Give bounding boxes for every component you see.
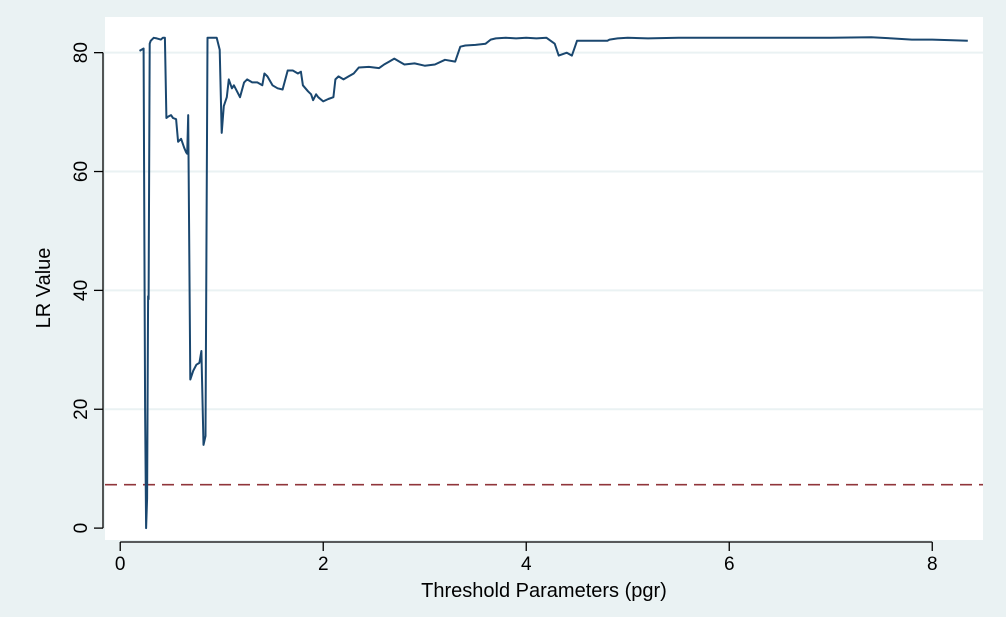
y-tick-label: 20 — [71, 399, 92, 420]
plot-area — [105, 17, 983, 540]
y-tick-label: 0 — [71, 523, 92, 534]
lr-series-line — [138, 36, 968, 530]
x-tick-label: 0 — [115, 554, 126, 575]
x-tick-label: 4 — [521, 554, 532, 575]
y-tick-label: 80 — [71, 42, 92, 63]
x-axis-title: Threshold Parameters (pgr) — [421, 580, 667, 602]
gridlines — [105, 51, 983, 411]
series-group — [138, 36, 968, 530]
x-axis: 0 2 4 6 8 — [115, 541, 938, 575]
x-tick-label: 8 — [927, 554, 938, 575]
x-tick-label: 6 — [724, 554, 735, 575]
x-tick-label: 2 — [318, 554, 329, 575]
y-axis-title: LR Value — [33, 248, 55, 329]
y-tick-label: 60 — [71, 161, 92, 182]
y-tick-label: 40 — [71, 280, 92, 301]
y-axis: 0 20 40 60 80 — [71, 42, 104, 534]
